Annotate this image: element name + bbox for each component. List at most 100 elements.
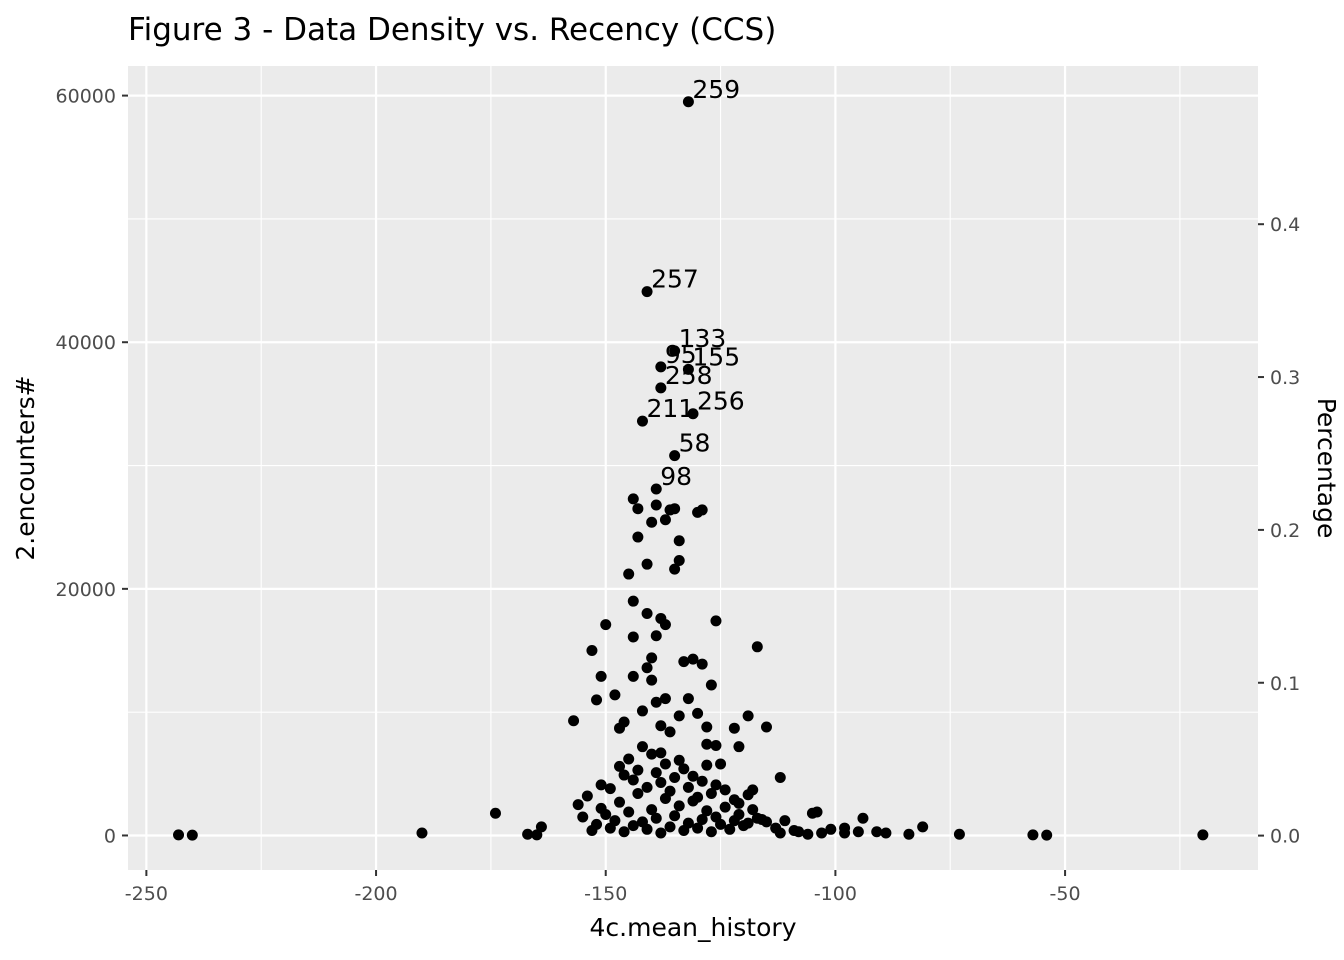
labeled-data-point (650, 483, 662, 495)
labeled-data-point (655, 361, 667, 373)
data-point (669, 810, 681, 822)
point-label: 256 (697, 387, 745, 416)
data-point (710, 739, 722, 751)
point-label: 98 (660, 462, 692, 491)
data-point (618, 716, 630, 728)
secondary-y-axis-tick-label: 0.2 (1270, 520, 1300, 542)
data-point (733, 741, 745, 753)
data-point (659, 514, 671, 526)
data-point (627, 631, 639, 643)
data-point (692, 791, 704, 803)
point-label: 95 (665, 340, 697, 369)
data-point (760, 816, 772, 828)
data-point (719, 801, 731, 813)
data-point (600, 619, 612, 631)
axes: -250 -200 -150 -100 -50 0 20000 40000 60000 0.0 0.… (56, 86, 1301, 905)
data-point (816, 827, 828, 839)
labeled-data-point (682, 363, 694, 375)
data-point (531, 829, 543, 841)
data-point (650, 696, 662, 708)
data-point (522, 828, 534, 840)
data-point (646, 652, 658, 664)
data-point (650, 767, 662, 779)
data-point (636, 705, 648, 717)
point-label: 58 (679, 429, 711, 458)
secondary-y-axis-tick-label: 0.3 (1270, 367, 1300, 389)
data-point (489, 807, 501, 819)
data-point (710, 779, 722, 791)
data-point (705, 788, 717, 800)
y-axis-tick-label: 20000 (56, 579, 116, 601)
data-point (678, 656, 690, 668)
data-point (641, 608, 653, 620)
data-point (618, 826, 630, 838)
data-point (664, 726, 676, 738)
data-point (701, 805, 713, 817)
y-axis-tick-label: 40000 (56, 332, 116, 354)
point-label: 258 (665, 361, 713, 390)
data-point (416, 827, 428, 839)
data-point (779, 815, 791, 827)
data-point (871, 826, 883, 838)
data-point (646, 804, 658, 816)
y-axis-title: 2.encounters# (11, 375, 40, 560)
data-point (614, 760, 626, 772)
data-point (655, 827, 667, 839)
data-point (673, 554, 685, 566)
labeled-data-point (687, 408, 699, 420)
data-point (917, 821, 929, 833)
data-point (880, 827, 892, 839)
labeled-data-point (669, 345, 681, 357)
data-point (682, 693, 694, 705)
data-point (604, 783, 616, 795)
data-point (641, 662, 653, 674)
data-point (646, 516, 658, 528)
data-point (733, 809, 745, 821)
data-point (600, 809, 612, 821)
data-point (591, 818, 603, 830)
point-label: 259 (692, 75, 740, 104)
data-point (825, 823, 837, 835)
data-point (623, 753, 635, 765)
data-point (692, 822, 704, 834)
data-point (701, 738, 713, 750)
data-point (641, 558, 653, 570)
data-point (724, 823, 736, 835)
data-point (701, 721, 713, 733)
data-point (591, 694, 603, 706)
data-point (747, 784, 759, 796)
data-point (715, 818, 727, 830)
data-point (696, 813, 708, 825)
data-point (696, 775, 708, 787)
x-axis-tick-label: -250 (125, 883, 168, 905)
data-point (742, 710, 754, 722)
data-point (655, 776, 667, 788)
x-axis-tick-label: -200 (354, 883, 397, 905)
y-axis-tick-label: 60000 (56, 86, 116, 108)
data-point (774, 827, 786, 839)
secondary-y-axis-tick-label: 0.4 (1270, 214, 1300, 236)
data-point (641, 823, 653, 835)
data-point (733, 797, 745, 809)
data-point (687, 770, 699, 782)
data-point (627, 493, 639, 505)
data-point (751, 641, 763, 653)
data-point (673, 710, 685, 722)
data-point (715, 758, 727, 770)
labeled-data-point (669, 450, 681, 462)
data-point (705, 679, 717, 691)
data-point (710, 615, 722, 627)
data-point (627, 820, 639, 832)
data-point (696, 504, 708, 516)
data-point (186, 829, 198, 841)
data-point (623, 806, 635, 818)
plot-panel (128, 66, 1258, 870)
labeled-data-point (655, 382, 667, 394)
data-point (618, 769, 630, 781)
data-point (673, 754, 685, 766)
y-axis-tick-label: 0 (104, 825, 116, 847)
point-label: 155 (692, 342, 740, 371)
point-label: 211 (646, 394, 694, 423)
